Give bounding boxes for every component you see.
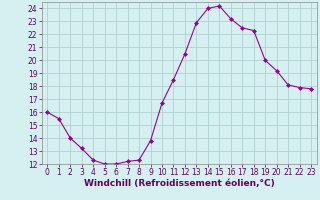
X-axis label: Windchill (Refroidissement éolien,°C): Windchill (Refroidissement éolien,°C)	[84, 179, 275, 188]
